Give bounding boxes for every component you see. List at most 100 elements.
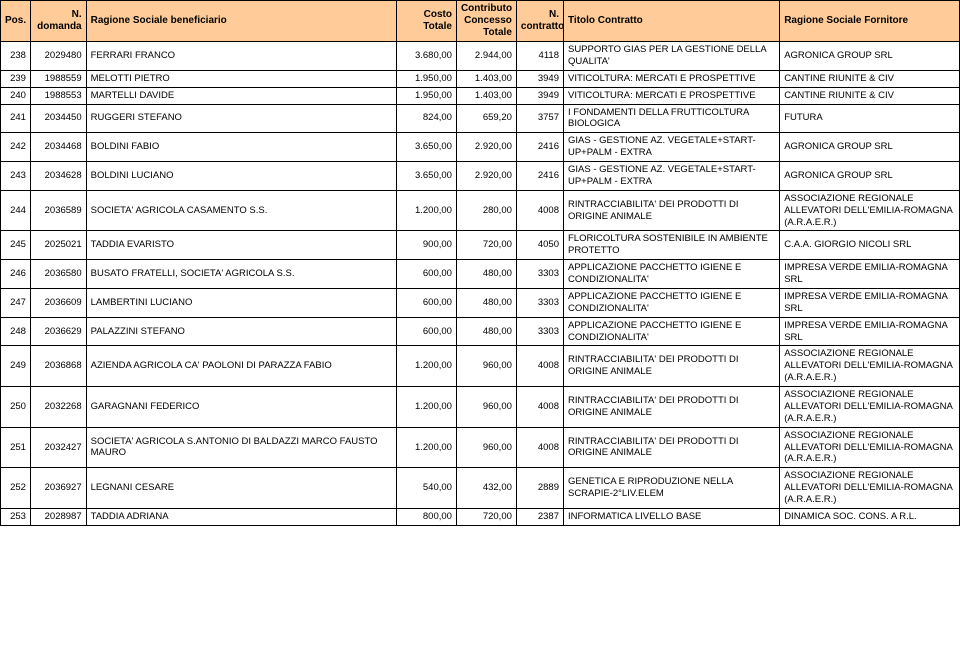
cell-ncon: 4050 <box>516 231 563 260</box>
cell-ncon: 3757 <box>516 104 563 133</box>
cell-forn: AGRONICA GROUP SRL <box>780 162 960 191</box>
table-row: 2412034450RUGGERI STEFANO824,00659,20375… <box>1 104 960 133</box>
cell-ben: AZIENDA AGRICOLA CA' PAOLONI DI PARAZZA … <box>86 346 396 387</box>
cell-forn: DINAMICA SOC. CONS. A R.L. <box>780 508 960 525</box>
cell-dom: 2036927 <box>30 468 86 509</box>
cell-ben: FERRARI FRANCO <box>86 42 396 71</box>
cell-forn: AGRONICA GROUP SRL <box>780 133 960 162</box>
table-row: 2482036629PALAZZINI STEFANO600,00480,003… <box>1 317 960 346</box>
cell-pos: 253 <box>1 508 31 525</box>
cell-dom: 2032427 <box>30 427 86 468</box>
cell-tit: RINTRACCIABILITA' DEI PRODOTTI DI ORIGIN… <box>563 346 779 387</box>
cell-dom: 2034450 <box>30 104 86 133</box>
cell-pos: 249 <box>1 346 31 387</box>
cell-dom: 2032268 <box>30 387 86 428</box>
cell-costo: 3.680,00 <box>397 42 457 71</box>
cell-pos: 251 <box>1 427 31 468</box>
cell-tit: FLORICOLTURA SOSTENIBILE IN AMBIENTE PRO… <box>563 231 779 260</box>
table-row: 2391988559MELOTTI PIETRO1.950,001.403,00… <box>1 70 960 87</box>
cell-forn: ASSOCIAZIONE REGIONALE ALLEVATORI DELL'E… <box>780 468 960 509</box>
cell-ben: LAMBERTINI LUCIANO <box>86 288 396 317</box>
cell-pos: 248 <box>1 317 31 346</box>
cell-dom: 2034628 <box>30 162 86 191</box>
cell-dom: 1988553 <box>30 87 86 104</box>
table-row: 2472036609LAMBERTINI LUCIANO600,00480,00… <box>1 288 960 317</box>
cell-costo: 600,00 <box>397 317 457 346</box>
table-header: Pos. N. domanda Ragione Sociale benefici… <box>1 1 960 42</box>
cell-ben: PALAZZINI STEFANO <box>86 317 396 346</box>
cell-ncon: 3949 <box>516 70 563 87</box>
cell-costo: 540,00 <box>397 468 457 509</box>
cell-dom: 2036589 <box>30 190 86 231</box>
cell-tit: APPLICAZIONE PACCHETTO IGIENE E CONDIZIO… <box>563 260 779 289</box>
cell-ncon: 2416 <box>516 162 563 191</box>
cell-costo: 600,00 <box>397 288 457 317</box>
cell-dom: 2036580 <box>30 260 86 289</box>
table-row: 2462036580BUSATO FRATELLI, SOCIETA' AGRI… <box>1 260 960 289</box>
cell-costo: 1.200,00 <box>397 346 457 387</box>
cell-ncon: 3949 <box>516 87 563 104</box>
col-titolo: Titolo Contratto <box>563 1 779 42</box>
table-row: 2401988553MARTELLI DAVIDE1.950,001.403,0… <box>1 87 960 104</box>
cell-ben: RUGGERI STEFANO <box>86 104 396 133</box>
cell-pos: 245 <box>1 231 31 260</box>
cell-ben: TADDIA EVARISTO <box>86 231 396 260</box>
cell-forn: C.A.A. GIORGIO NICOLI SRL <box>780 231 960 260</box>
cell-tit: VITICOLTURA: MERCATI E PROSPETTIVE <box>563 70 779 87</box>
cell-contr: 2.944,00 <box>456 42 516 71</box>
cell-contr: 2.920,00 <box>456 133 516 162</box>
cell-tit: INFORMATICA LIVELLO BASE <box>563 508 779 525</box>
table-body: 2382029480FERRARI FRANCO3.680,002.944,00… <box>1 42 960 526</box>
cell-pos: 250 <box>1 387 31 428</box>
cell-contr: 280,00 <box>456 190 516 231</box>
cell-costo: 824,00 <box>397 104 457 133</box>
cell-contr: 960,00 <box>456 346 516 387</box>
cell-contr: 1.403,00 <box>456 70 516 87</box>
col-beneficiario: Ragione Sociale beneficiario <box>86 1 396 42</box>
cell-dom: 2029480 <box>30 42 86 71</box>
cell-ncon: 4118 <box>516 42 563 71</box>
col-pos: Pos. <box>1 1 31 42</box>
cell-contr: 659,20 <box>456 104 516 133</box>
cell-ncon: 4008 <box>516 427 563 468</box>
cell-forn: AGRONICA GROUP SRL <box>780 42 960 71</box>
cell-costo: 900,00 <box>397 231 457 260</box>
col-costo: Costo Totale <box>397 1 457 42</box>
cell-contr: 432,00 <box>456 468 516 509</box>
cell-dom: 2036629 <box>30 317 86 346</box>
cell-ben: SOCIETA' AGRICOLA CASAMENTO S.S. <box>86 190 396 231</box>
cell-ben: MARTELLI DAVIDE <box>86 87 396 104</box>
cell-forn: CANTINE RIUNITE & CIV <box>780 70 960 87</box>
cell-dom: 2028987 <box>30 508 86 525</box>
cell-pos: 239 <box>1 70 31 87</box>
cell-ncon: 2889 <box>516 468 563 509</box>
cell-dom: 2025021 <box>30 231 86 260</box>
cell-forn: ASSOCIAZIONE REGIONALE ALLEVATORI DELL'E… <box>780 346 960 387</box>
cell-costo: 1.950,00 <box>397 87 457 104</box>
cell-costo: 600,00 <box>397 260 457 289</box>
cell-ncon: 4008 <box>516 190 563 231</box>
cell-tit: GIAS - GESTIONE AZ. VEGETALE+START-UP+PA… <box>563 162 779 191</box>
cell-ben: BOLDINI FABIO <box>86 133 396 162</box>
table-row: 2512032427SOCIETA' AGRICOLA S.ANTONIO DI… <box>1 427 960 468</box>
cell-tit: SUPPORTO GIAS PER LA GESTIONE DELLA QUAL… <box>563 42 779 71</box>
cell-contr: 2.920,00 <box>456 162 516 191</box>
cell-dom: 1988559 <box>30 70 86 87</box>
cell-ben: MELOTTI PIETRO <box>86 70 396 87</box>
cell-ben: TADDIA ADRIANA <box>86 508 396 525</box>
cell-pos: 238 <box>1 42 31 71</box>
cell-tit: GIAS - GESTIONE AZ. VEGETALE+START-UP+PA… <box>563 133 779 162</box>
cell-ben: LEGNANI CESARE <box>86 468 396 509</box>
cell-ncon: 3303 <box>516 260 563 289</box>
cell-ncon: 2416 <box>516 133 563 162</box>
cell-tit: RINTRACCIABILITA' DEI PRODOTTI DI ORIGIN… <box>563 190 779 231</box>
cell-pos: 247 <box>1 288 31 317</box>
cell-costo: 1.950,00 <box>397 70 457 87</box>
cell-dom: 2036868 <box>30 346 86 387</box>
cell-contr: 480,00 <box>456 317 516 346</box>
cell-forn: ASSOCIAZIONE REGIONALE ALLEVATORI DELL'E… <box>780 387 960 428</box>
cell-ben: BUSATO FRATELLI, SOCIETA' AGRICOLA S.S. <box>86 260 396 289</box>
cell-forn: IMPRESA VERDE EMILIA-ROMAGNA SRL <box>780 260 960 289</box>
cell-costo: 1.200,00 <box>397 427 457 468</box>
cell-ncon: 3303 <box>516 288 563 317</box>
